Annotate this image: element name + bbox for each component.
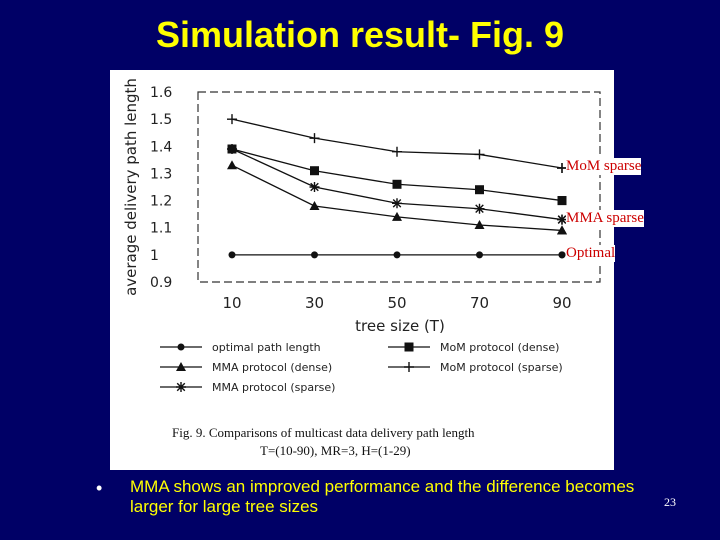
legend-label: MoM protocol (sparse): [440, 361, 563, 374]
data-point: [309, 133, 320, 144]
y-tick-label: 1.6: [150, 85, 172, 101]
plot-frame: [197, 91, 601, 283]
data-point: [227, 144, 237, 154]
data-point: [475, 185, 484, 195]
line-chart: average delivery path length 0.9 1 1.1 1.2 1.…: [122, 78, 601, 458]
legend-marker: [404, 362, 414, 372]
bullet-text: MMA shows an improved performance and th…: [130, 477, 635, 516]
data-point: [474, 149, 485, 160]
data-point: [392, 198, 402, 209]
y-tick-label: 1.4: [150, 139, 172, 155]
bullet-marker: •: [96, 478, 103, 498]
y-tick-label: 1.3: [150, 166, 172, 182]
data-point: [474, 203, 485, 214]
annotation-optimal: Optimal: [566, 244, 616, 262]
data-point: [392, 179, 402, 189]
legend-item-opt: optimal path length: [160, 341, 321, 354]
legend-marker: [404, 342, 414, 352]
series-mom_dense: [227, 144, 567, 206]
series-end-marker: [557, 196, 567, 206]
y-tick-label: 0.9: [150, 275, 172, 291]
data-point: [309, 182, 320, 192]
y-tick-label: 1.2: [150, 194, 172, 210]
series-end-marker: [557, 225, 567, 235]
annotation-mom-sparse: MoM sparse: [566, 158, 642, 175]
legend-item-mma_sparse: MMA protocol (sparse): [160, 381, 335, 394]
series-end-marker: [557, 163, 567, 173]
data-point: [227, 114, 237, 125]
series-opt: [228, 251, 566, 259]
series-line: [231, 118, 563, 169]
data-point: [311, 251, 318, 259]
y-tick-label: 1.1: [150, 221, 172, 237]
x-tick-label: 70: [470, 294, 489, 312]
series-mom_sparse: [227, 114, 567, 173]
annotation-mma-sparse: MMA sparse: [566, 209, 644, 227]
x-axis-label: tree size (T): [355, 317, 445, 335]
data-point: [393, 251, 401, 259]
series-end-marker: [558, 251, 566, 259]
legend-marker: [176, 382, 186, 392]
legend-label: MMA protocol (sparse): [212, 381, 335, 394]
data-point: [309, 201, 320, 210]
y-tick-label: 1.5: [150, 112, 172, 128]
x-tick-label: 10: [222, 294, 241, 312]
legend-marker: [176, 362, 186, 371]
data-point: [228, 251, 236, 259]
y-tick-label: 1: [150, 248, 159, 264]
series-end-marker: [557, 214, 567, 225]
x-tick-label: 30: [305, 294, 324, 312]
legend-item-mma_dense: MMA protocol (dense): [160, 361, 332, 374]
figure-caption-params: T=(10-90), MR=3, H=(1-29): [260, 443, 411, 458]
data-point: [310, 166, 319, 176]
data-point: [474, 220, 485, 229]
series-mma_dense: [227, 160, 567, 235]
page-number: 23: [664, 495, 676, 509]
data-point: [392, 146, 402, 157]
legend-label: optimal path length: [212, 341, 321, 354]
legend-marker: [177, 343, 185, 351]
chart-figure: average delivery path length 0.9 1 1.1 1.2 1.…: [110, 70, 614, 470]
slide-title: Simulation result- Fig. 9: [155, 14, 565, 55]
legend-item-mom_dense: MoM protocol (dense): [388, 341, 559, 354]
series-line: [231, 148, 563, 202]
legend-label: MMA protocol (dense): [212, 361, 332, 374]
figure-caption: Fig. 9. Comparisons of multicast data de…: [172, 425, 475, 440]
x-tick-label: 50: [387, 294, 406, 312]
x-tick-label: 90: [552, 294, 571, 312]
data-point: [476, 251, 483, 259]
data-point: [392, 211, 402, 221]
y-axis-label: average delivery path length: [122, 78, 140, 296]
legend-item-mom_sparse: MoM protocol (sparse): [388, 361, 563, 374]
legend-label: MoM protocol (dense): [440, 341, 559, 354]
data-point: [227, 160, 237, 170]
